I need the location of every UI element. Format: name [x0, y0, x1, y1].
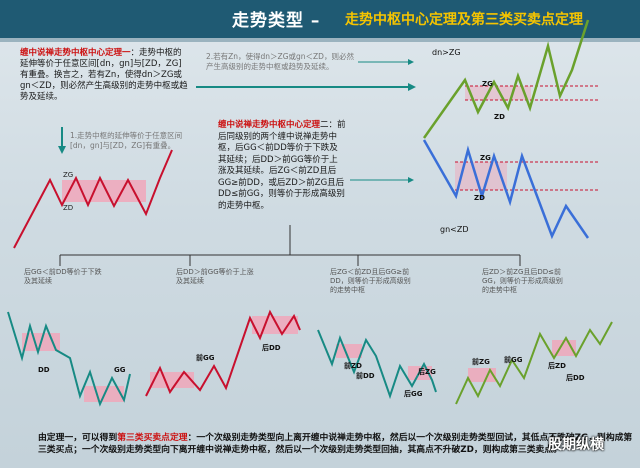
page-subtitle: 走势中枢中心定理及第三类买卖点定理 — [345, 12, 583, 28]
label-front-dd-2: 前DD — [356, 371, 375, 380]
branch-four-text: 后ZD＞前ZG且后DD≤前GG，则等价于形成高级别的走势中枢 — [482, 268, 563, 294]
theorem-two-text: 缠中说禅走势中枢中心定理二：前后同级别的两个缠中说禅走势中枢，后GG＜前DD等价… — [218, 120, 346, 212]
label-front-gg: 前GG — [196, 353, 215, 362]
chart-theorem-one: ZG ZD — [13, 149, 173, 249]
chart-case-one: DD GG — [7, 311, 131, 407]
watermark: 股期纵横 — [548, 437, 604, 453]
arrow-head-mid — [408, 177, 414, 183]
label-zg-3: ZG — [480, 154, 491, 162]
arrow-head-one — [58, 146, 66, 154]
label-back-dd-2: 后DD — [566, 373, 585, 382]
case-three-line — [317, 329, 437, 400]
label-zd-3: ZD — [474, 194, 485, 202]
down-trend-line — [422, 139, 590, 240]
chart-case-four: 前ZG 前GG 后ZD 后DD — [455, 321, 613, 405]
theorem-two-title: 缠中说禅走势中枢中心定理 — [218, 120, 321, 130]
footer-text: 由定理一，可以得到第三类买卖点定理：一个次级别走势类型向上离开缠中说禅走势中枢，… — [38, 432, 638, 456]
label-front-gg-2: 前GG — [504, 355, 523, 364]
label-front-zd: 前ZD — [344, 361, 362, 370]
case-one-line — [7, 311, 131, 407]
label-zd-2: ZD — [494, 113, 505, 121]
footer-prefix: 由定理一，可以得到 — [38, 433, 118, 443]
chart-case-two: 前GG 后DD — [145, 309, 301, 397]
theorem-one-title: 缠中说禅走势中枢中心定理一 — [20, 48, 131, 58]
label-gn-zd: gn<ZD — [440, 225, 469, 234]
page-title: 走势类型 – — [232, 11, 321, 31]
label-zg: ZG — [63, 171, 73, 179]
label-back-gg: GG — [114, 366, 126, 374]
arrow-head-right — [408, 83, 416, 91]
label-back-zd: 后ZD — [548, 361, 566, 370]
label-back-dd: 后DD — [262, 343, 281, 352]
branch-one-text: 后GG＜前DD等价于下跌及其延续 — [24, 268, 102, 285]
label-back-zg: 后ZG — [418, 367, 436, 376]
header-divider — [0, 38, 640, 42]
branch-two-text: 后DD＞前GG等价于上涨及其延续 — [176, 268, 254, 285]
label-front-zg: 前ZG — [472, 357, 490, 366]
label-back-gg-2: 后GG — [404, 389, 423, 398]
footer-highlight: 第三类买卖点定理 — [117, 433, 188, 443]
theorem-one-body: ：走势中枢的延伸等价于任意区间[dn，gn]与[ZD，ZG]有重叠。换言之，若有… — [20, 48, 188, 102]
header-bar: 走势类型 – 走势中枢中心定理及第三类买卖点定理 — [0, 0, 640, 38]
connector-arrows — [58, 59, 521, 266]
chart-case-three: 前ZD 前DD 后ZG 后GG — [317, 329, 437, 400]
chart-gn-zd: ZG ZD gn<ZD — [422, 139, 600, 240]
price-line — [13, 149, 173, 249]
branch-three-text: 后ZG＜前ZD且后GG≥前DD，则等价于形成高级别的走势中枢 — [330, 268, 411, 294]
label-zg-2: ZG — [482, 80, 493, 88]
up-trend-line — [422, 19, 590, 139]
arrow-head-top — [408, 59, 414, 65]
note-two: 2.若有Zn，使得dn＞ZG或gn＜ZD，则必然产生高级别的走势中枢或趋势及延续… — [206, 52, 354, 71]
note-one: 1.走势中枢的延伸等价于任意区间[dn，gn]与[ZD，ZG]有重叠。 — [70, 131, 183, 150]
theorem-two-body: 二：前后同级别的两个缠中说禅走势中枢，后GG＜前DD等价于下跌及其延续；后DD＞… — [218, 120, 346, 211]
label-dn-zg: dn>ZG — [432, 48, 461, 57]
label-front-dd: DD — [38, 366, 50, 374]
case-four-line — [455, 321, 613, 405]
theorem-one-text: 缠中说禅走势中枢中心定理一：走势中枢的延伸等价于任意区间[dn，gn]与[ZD，… — [20, 48, 190, 103]
chart-dn-zg: dn>ZG ZG ZD — [422, 19, 600, 139]
label-zd: ZD — [63, 204, 73, 212]
case-two-line — [145, 309, 301, 397]
footer-body: ：一个次级别走势类型向上离开缠中说禅走势中枢，然后以一个次级别走势类型回试，其低… — [38, 433, 633, 455]
